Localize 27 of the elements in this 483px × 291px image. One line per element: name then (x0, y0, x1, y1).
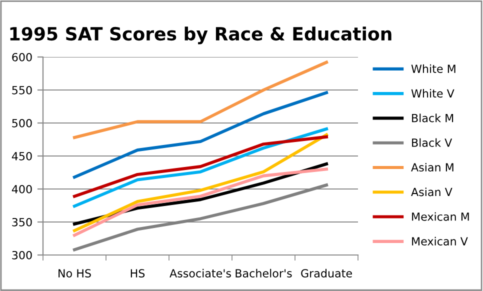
legend-label: Black V (412, 138, 452, 147)
x-tick-label: Bachelor's (236, 268, 292, 278)
chart-title: 1995 SAT Scores by Race & Education (10, 26, 392, 44)
x-tick-label: Associate's (170, 268, 231, 278)
legend-label: Asian V (411, 188, 452, 196)
line-series (72, 135, 328, 198)
y-tick-label: 400 (12, 184, 32, 194)
y-tick-label: 600 (12, 52, 32, 62)
legend-label: Mexican M (412, 212, 469, 221)
x-tick-label: No HS (58, 269, 91, 278)
y-tick-label: 500 (12, 118, 32, 128)
y-tick-label: 350 (12, 218, 32, 226)
line-series (72, 133, 328, 232)
legend-label: White M (411, 64, 456, 73)
line-series (72, 127, 328, 208)
legend-label: White V (411, 89, 454, 98)
y-tick-label: 300 (12, 250, 32, 260)
x-tick-label: Graduate (301, 268, 352, 278)
x-tick-label: HS (130, 269, 145, 278)
line-series (72, 168, 328, 237)
y-tick-label: 450 (12, 152, 32, 160)
y-tick-label: 550 (12, 86, 32, 94)
legend-label: Black M (412, 114, 454, 122)
legend-label: Mexican V (412, 236, 468, 246)
line-series (72, 60, 328, 140)
legend-label: Asian M (411, 162, 454, 172)
line-series (72, 91, 328, 179)
